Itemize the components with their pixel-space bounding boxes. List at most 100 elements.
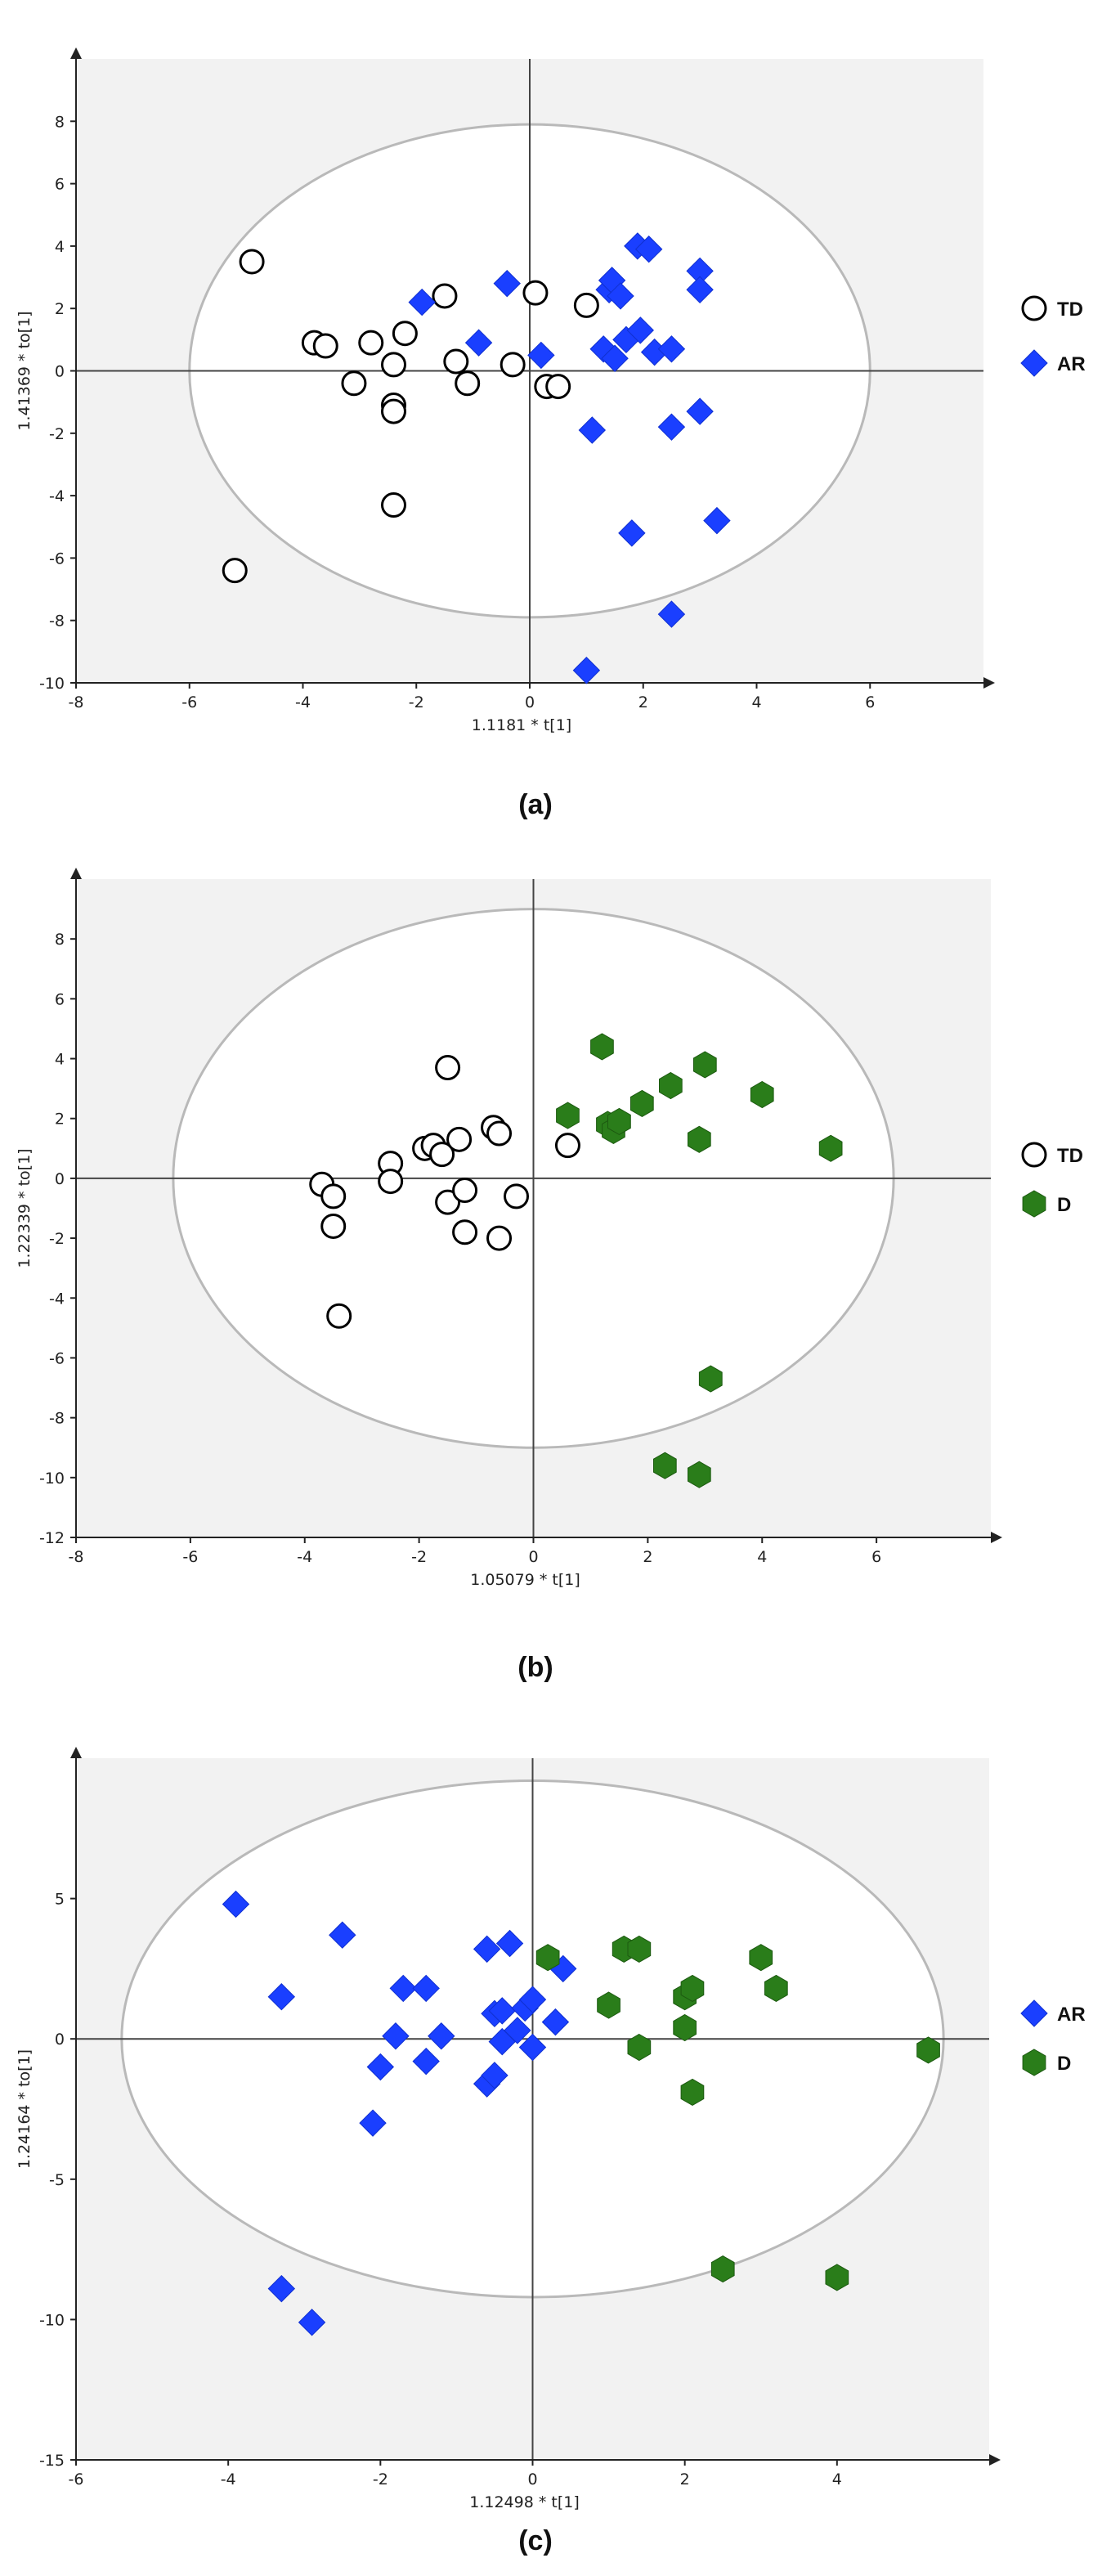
data-point-d	[627, 2033, 652, 2062]
x-tick-label: -6	[69, 2471, 84, 2488]
y-axis-label: 1.24164 * to[1]	[16, 2049, 34, 2169]
data-point-d	[659, 1071, 683, 1100]
x-tick-label: -2	[373, 2471, 388, 2488]
y-tick-label: 4	[55, 238, 65, 256]
data-point-d	[818, 1134, 843, 1162]
y-tick-label: -5	[49, 2171, 65, 2189]
data-point-ar	[634, 236, 663, 263]
data-point-ar	[359, 2109, 387, 2137]
data-point-td	[486, 1225, 513, 1251]
data-point-td	[312, 333, 338, 359]
legend-label-ar: AR	[1057, 2004, 1086, 2026]
panel-label: (a)	[518, 789, 553, 820]
x-axis-label: 1.1181 * t[1]	[472, 716, 571, 734]
x-tick-label: 2	[680, 2471, 690, 2488]
y-axis-arrow	[70, 1747, 82, 1758]
x-axis-label: 1.05079 * t[1]	[470, 1571, 580, 1589]
x-tick-label: 0	[527, 2471, 537, 2488]
data-point-d	[607, 1107, 631, 1135]
y-tick-label: -6	[49, 1349, 65, 1367]
data-point-td	[554, 1133, 580, 1159]
data-point-td	[381, 398, 406, 424]
series-td	[309, 1055, 580, 1329]
data-point-td	[239, 249, 265, 275]
data-point-td	[573, 292, 599, 318]
data-point-ar	[389, 1974, 417, 2003]
data-point-ar	[267, 1983, 296, 2011]
data-point-ar	[495, 1929, 524, 1958]
data-point-td	[435, 1189, 461, 1215]
data-point-ar	[222, 1890, 250, 1919]
series-d	[535, 1935, 940, 2291]
data-point-ar	[657, 413, 686, 441]
y-tick-label: 2	[55, 1111, 65, 1129]
data-point-ar	[601, 344, 629, 372]
data-point-ar	[518, 2033, 547, 2062]
x-tick-label: -4	[221, 2471, 236, 2488]
legend-marker-td	[1021, 1142, 1047, 1168]
x-axis-arrow	[983, 677, 995, 689]
y-tick-label: -2	[49, 425, 65, 443]
y-tick-label: -12	[39, 1529, 65, 1547]
x-tick-label: 2	[638, 693, 648, 711]
chart-panel-3: -6 -4 -2 0 2 4 -15 -10 -5 0 5 1.12498 * t[1] 1.24164…	[16, 1747, 1086, 2556]
data-point-d	[688, 1461, 711, 1488]
data-point-ar	[626, 316, 654, 344]
panel-label: (b)	[517, 1652, 553, 1683]
data-point-d	[597, 1991, 620, 2019]
data-point-d	[688, 1125, 711, 1153]
data-point-d	[653, 1452, 677, 1479]
y-tick-label: -10	[39, 2311, 65, 2329]
y-tick-label: 6	[55, 990, 65, 1008]
data-point-ar	[428, 2022, 455, 2050]
data-point-d	[916, 2036, 940, 2064]
data-point-ar	[408, 288, 436, 316]
data-point-d	[698, 1365, 723, 1393]
data-point-d	[556, 1102, 580, 1129]
y-tick-label: 0	[55, 363, 65, 381]
data-point-ar	[607, 282, 634, 310]
legend-marker-d	[1022, 1190, 1046, 1218]
data-point-d	[673, 2013, 697, 2042]
data-point-td	[222, 558, 248, 584]
legend-marker-d	[1022, 2049, 1046, 2076]
legend-marker-td	[1021, 295, 1047, 321]
data-point-ar	[267, 2274, 296, 2303]
x-axis-arrow	[989, 2454, 1001, 2466]
data-point-ar	[657, 335, 686, 363]
data-point-ar	[488, 1997, 516, 2025]
y-tick-label: -4	[49, 1290, 65, 1308]
data-point-ar	[366, 2053, 395, 2081]
data-point-td	[341, 370, 367, 397]
y-tick-label: 8	[55, 113, 65, 131]
y-tick-label: -10	[39, 675, 65, 693]
y-axis-arrow	[70, 47, 82, 59]
data-point-ar	[464, 329, 493, 357]
y-axis-label: 1.41369 * to[1]	[16, 311, 34, 430]
y-tick-label: -6	[49, 550, 65, 568]
data-point-td	[320, 1213, 347, 1239]
x-tick-label: 2	[643, 1548, 652, 1566]
x-tick-label: 4	[757, 1548, 767, 1566]
x-tick-label: -8	[69, 693, 84, 711]
x-tick-label: 4	[832, 2471, 842, 2488]
data-point-ar	[412, 2047, 440, 2076]
data-point-td	[446, 1126, 473, 1152]
data-point-ar	[541, 2008, 570, 2036]
y-tick-label: 6	[55, 176, 65, 194]
data-point-d	[750, 1080, 774, 1109]
data-point-ar	[473, 1935, 501, 1963]
data-point-d	[630, 1089, 654, 1117]
y-tick-label: 8	[55, 931, 65, 949]
x-tick-label: 6	[871, 1548, 881, 1566]
x-tick-label: -2	[411, 1548, 427, 1566]
data-point-ar	[572, 657, 601, 684]
data-point-ar	[657, 600, 686, 628]
series-td	[222, 249, 599, 584]
y-tick-label: -2	[49, 1230, 65, 1248]
data-point-d	[749, 1944, 773, 1972]
y-tick-label: -15	[39, 2452, 65, 2470]
data-point-td	[500, 352, 526, 378]
series-ar	[408, 232, 731, 684]
